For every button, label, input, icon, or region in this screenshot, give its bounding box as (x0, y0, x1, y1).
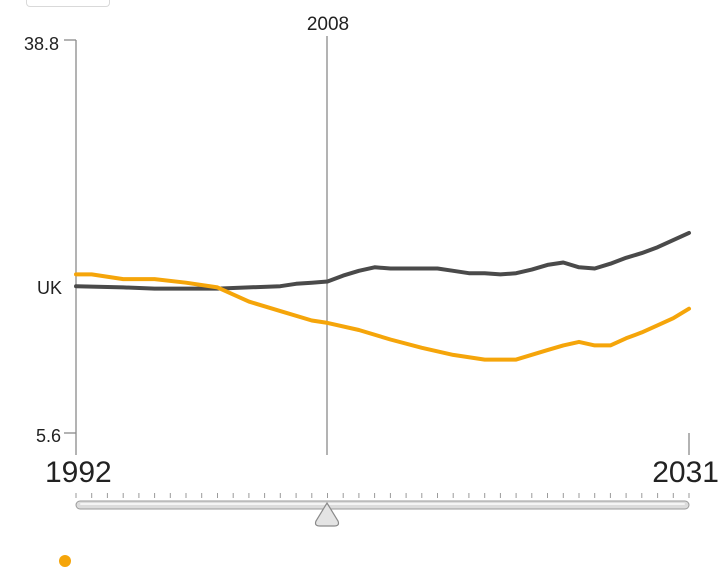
y-tick-label-bottom: 5.6 (36, 426, 61, 446)
row-label-uk: UK (37, 278, 62, 298)
series-line-1 (74, 230, 691, 291)
slider-ticks (75, 493, 690, 498)
slider-track-highlight (80, 503, 685, 505)
x-tick-label-end: 2031 (652, 456, 719, 489)
slider-handle[interactable] (314, 501, 340, 527)
x-tick-label-start: 1992 (45, 456, 112, 489)
legend-dot (59, 555, 71, 567)
axes (64, 36, 690, 455)
series-line-2 (74, 272, 691, 362)
top-tab[interactable] (26, 0, 110, 7)
y-tick-label-top: 38.8 (24, 34, 59, 54)
marker-year-label: 2008 (307, 14, 349, 35)
series-group (74, 230, 691, 362)
time-slider[interactable] (75, 493, 690, 527)
